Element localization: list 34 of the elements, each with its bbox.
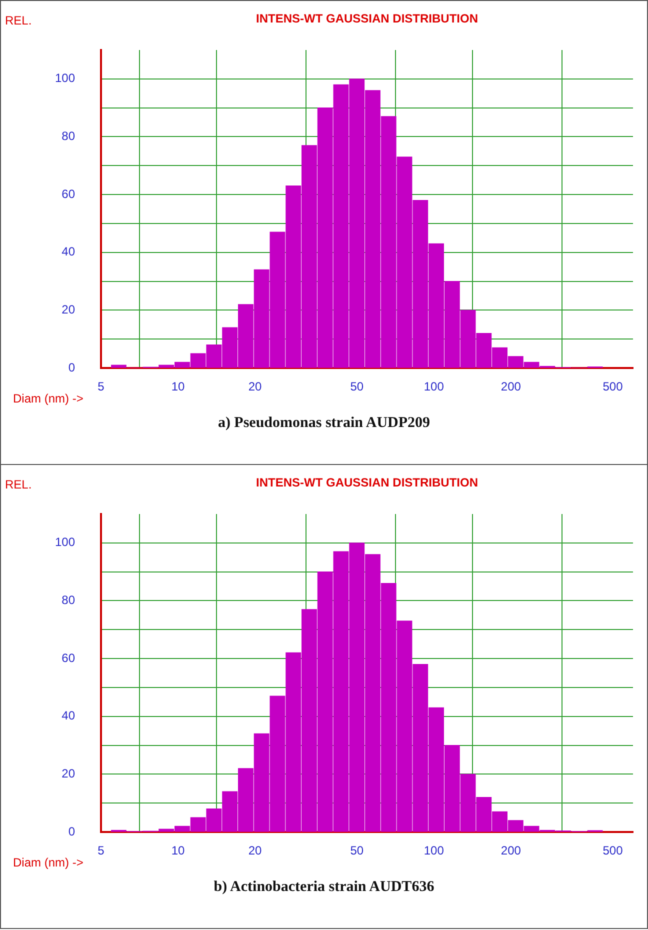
y-tick-label: 40 [62, 708, 76, 723]
x-tick-label: 20 [248, 380, 262, 394]
x-tick-label: 5 [98, 844, 105, 858]
y-tick-label: 20 [62, 302, 76, 316]
y-tick-label: 40 [62, 244, 76, 259]
y-tick-label: 60 [62, 650, 76, 665]
x-tick-label: 200 [500, 380, 522, 394]
y-axis-title: REL. [5, 477, 32, 492]
y-tick-label: 80 [62, 129, 76, 144]
y-tick-label: 100 [54, 71, 76, 86]
x-axis-title: Diam (nm) -> [13, 855, 84, 870]
x-tick-label: 100 [424, 844, 444, 858]
x-tick-label: 5 [98, 380, 105, 394]
chart-title: INTENS-WT GAUSSIAN DISTRIBUTION [256, 475, 478, 490]
y-tick-label: 80 [62, 593, 76, 608]
y-tick-label: 0 [68, 360, 76, 374]
y-tick-label: 60 [62, 186, 76, 201]
x-tick-label: 500 [602, 844, 624, 858]
chart-title: INTENS-WT GAUSSIAN DISTRIBUTION [256, 11, 478, 26]
y-tick-label: 20 [62, 766, 76, 780]
text: b) Actinobacteria strain AUDT636 [212, 879, 436, 896]
x-tick-label: 10 [171, 844, 186, 858]
text: a) Pseudomonas strain AUDP209 [216, 415, 432, 432]
x-axis-title: Diam (nm) -> [13, 391, 84, 406]
y-tick-label: 100 [54, 535, 76, 550]
x-tick-label: 50 [350, 380, 364, 394]
y-axis-title: REL. [5, 13, 32, 28]
x-tick-label: 10 [171, 380, 186, 394]
x-tick-label: 20 [248, 844, 262, 858]
y-tick-label: 0 [68, 824, 76, 838]
x-tick-label: 100 [424, 380, 444, 394]
x-tick-label: 50 [350, 844, 364, 858]
x-tick-label: 200 [500, 844, 522, 858]
x-tick-label: 500 [602, 380, 624, 394]
